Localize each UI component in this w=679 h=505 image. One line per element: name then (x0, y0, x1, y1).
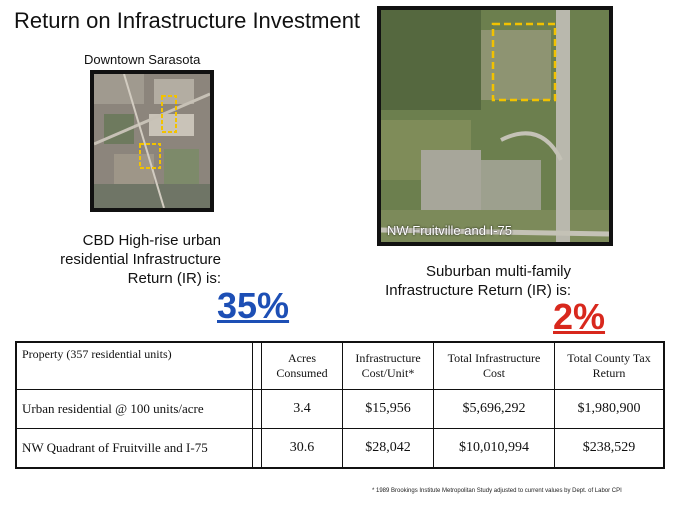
header-acres: Acres Consumed (261, 341, 343, 390)
table-row: Urban residential @ 100 units/acre 3.4 $… (15, 389, 665, 429)
nw-fruitville-aerial-image: NW Fruitville and I-75 (377, 6, 613, 246)
cbd-description: CBD High-rise urban residential Infrastr… (60, 232, 221, 287)
header-total-cost: Total Infrastructure Cost (433, 341, 555, 390)
downtown-caption: Downtown Sarasota (84, 52, 201, 67)
row-total-cost: $10,010,994 (433, 428, 555, 469)
cbd-ir-value: 35% (217, 285, 290, 326)
table-header-row: Property (357 residential units) Acres C… (15, 341, 665, 390)
row-cost-unit: $15,956 (342, 389, 434, 429)
header-tax-return: Total County Tax Return (554, 341, 665, 390)
footnote: * 1989 Brookings Institute Metropolitan … (372, 488, 622, 494)
property-comparison-table: Property (357 residential units) Acres C… (15, 341, 665, 469)
slide-title: Return on Infrastructure Investment (14, 8, 361, 33)
table-row: NW Quadrant of Fruitville and I-75 30.6 … (15, 428, 665, 469)
row-gap (252, 389, 262, 429)
row-total-cost: $5,696,292 (433, 389, 555, 429)
nw-fruitville-label: NW Fruitville and I-75 (387, 223, 512, 238)
row-property: Urban residential @ 100 units/acre (15, 389, 253, 429)
row-acres: 30.6 (261, 428, 343, 469)
suburban-description: Suburban multi-family Infrastructure Ret… (385, 263, 571, 299)
downtown-aerial-image (90, 70, 214, 212)
header-property: Property (357 residential units) (15, 341, 253, 390)
header-gap (252, 341, 262, 390)
row-acres: 3.4 (261, 389, 343, 429)
row-gap (252, 428, 262, 469)
row-tax-return: $1,980,900 (554, 389, 665, 429)
row-cost-unit: $28,042 (342, 428, 434, 469)
header-cost-unit: Infrastructure Cost/Unit* (342, 341, 434, 390)
row-tax-return: $238,529 (554, 428, 665, 469)
suburban-ir-value: 2% (553, 296, 606, 337)
row-property: NW Quadrant of Fruitville and I-75 (15, 428, 253, 469)
